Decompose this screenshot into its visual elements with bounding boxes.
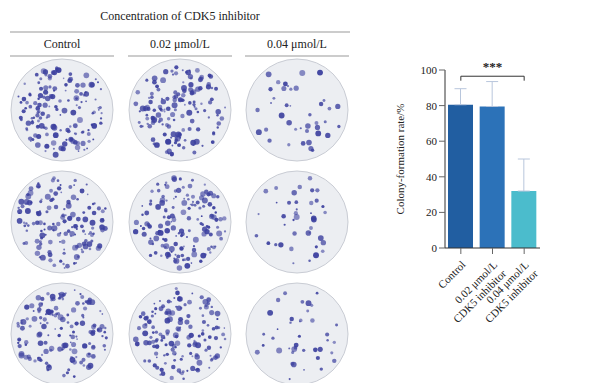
svg-text:Concentration of CDK5 inhibito: Concentration of CDK5 inhibitor bbox=[100, 9, 260, 23]
svg-text:60: 60 bbox=[426, 135, 438, 147]
svg-text:0.04 μmol/LCDK5 inhibitor: 0.04 μmol/LCDK5 inhibitor bbox=[473, 258, 540, 325]
svg-text:100: 100 bbox=[421, 64, 438, 76]
svg-text:80: 80 bbox=[426, 100, 438, 112]
svg-text:20: 20 bbox=[426, 206, 438, 218]
svg-text:40: 40 bbox=[426, 171, 438, 183]
svg-text:0.04 μmol/L: 0.04 μmol/L bbox=[267, 37, 327, 51]
svg-text:0: 0 bbox=[432, 242, 438, 254]
svg-text:Control: Control bbox=[44, 37, 81, 51]
svg-text:Colony-formation rate/%: Colony-formation rate/% bbox=[395, 104, 406, 215]
svg-text:0.02 μmol/L: 0.02 μmol/L bbox=[150, 37, 210, 51]
svg-text:***: *** bbox=[483, 59, 503, 74]
